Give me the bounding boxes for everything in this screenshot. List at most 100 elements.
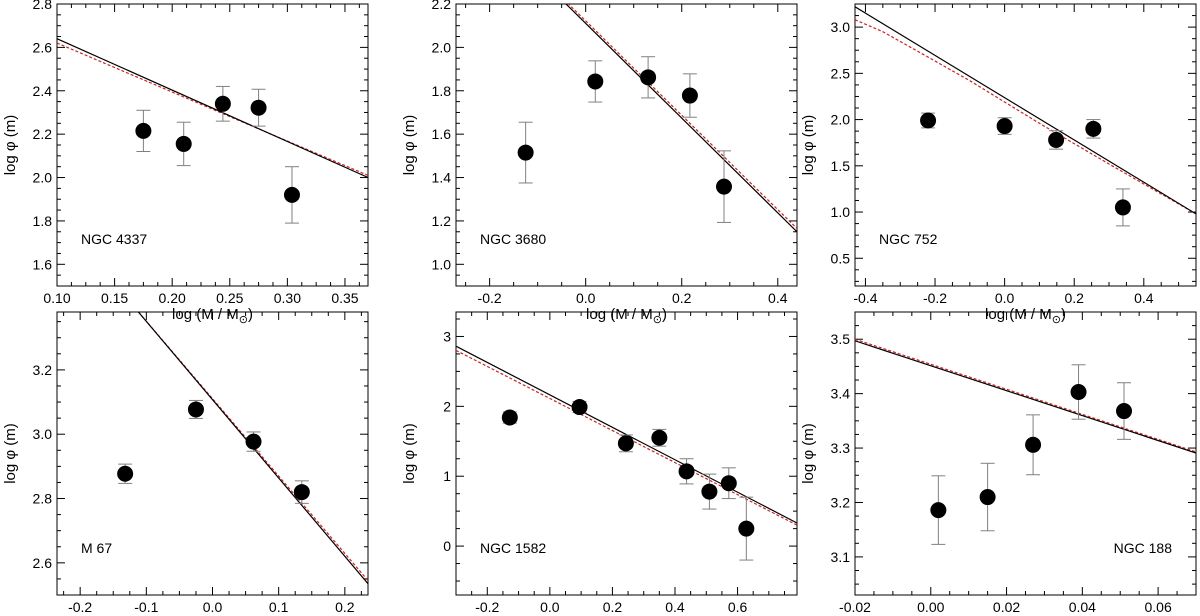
data-point: [517, 144, 534, 161]
fit-line-solid: [855, 6, 1196, 215]
data-point: [617, 435, 634, 452]
data-point: [1116, 403, 1133, 420]
y-tick-label: 0.5: [831, 250, 851, 266]
x-tick-label: 0.2: [672, 290, 692, 306]
fit-line-dashed: [57, 42, 368, 176]
y-tick-label: 1.6: [432, 126, 452, 142]
cluster-label: NGC 4337: [81, 231, 147, 247]
data-point: [501, 409, 518, 426]
data-point: [979, 489, 996, 506]
x-tick-label: -0.2: [923, 290, 947, 306]
panel-2: -0.2 0.0 0.2 0.4 1.0 1.2 1.4 1.6 1.8 2.0 2.2 log (M…: [401, 0, 798, 326]
fit-line-solid: [565, 4, 797, 233]
fit-lines: [565, 4, 797, 233]
data-point: [1085, 120, 1102, 137]
data-point: [678, 463, 695, 480]
y-tick-label: 2: [443, 398, 451, 414]
data-point: [701, 483, 718, 500]
y-axis-label: log φ (m): [800, 115, 817, 176]
x-tick-label: 0.2: [335, 599, 355, 615]
data-point: [1025, 436, 1042, 453]
data-point: [187, 401, 204, 418]
y-axis-label: log φ (m): [401, 423, 418, 484]
data-point: [587, 73, 604, 90]
y-tick-label: 1.6: [33, 256, 53, 272]
data-point: [1114, 199, 1131, 216]
data-point: [135, 122, 152, 139]
data-point: [293, 484, 310, 501]
x-tick-label: -0.2: [475, 599, 499, 615]
y-tick-label: 2.2: [33, 126, 53, 142]
x-tick-label: -0.2: [478, 290, 502, 306]
x-tick-label: 0.0: [203, 599, 223, 615]
y-tick-label: 3.3: [831, 440, 851, 456]
y-tick-label: 2.8: [33, 0, 53, 12]
fit-line-dashed: [567, 4, 797, 229]
panel-6: -0.02 0.00 0.02 0.04 0.06 3.1 3.2 3.3 3.4 3.5 log …: [800, 311, 1197, 616]
fit-line-dashed: [855, 19, 1196, 215]
x-tick-label: 0.6: [728, 599, 748, 615]
y-tick-label: 3.2: [831, 494, 851, 510]
x-tick-label: 0.4: [768, 290, 788, 306]
fit-lines: [57, 38, 368, 179]
x-tick-label: 0.4: [1134, 290, 1154, 306]
x-tick-label: 0.10: [43, 290, 70, 306]
data-point: [720, 475, 737, 492]
y-tick-label: 3.5: [831, 331, 851, 347]
data-point: [1048, 131, 1065, 148]
y-tick-label: 1.0: [831, 204, 851, 220]
plot-frame: [455, 311, 798, 596]
y-tick-label: 1.8: [432, 83, 452, 99]
fit-lines: [855, 6, 1196, 215]
x-tick-label: 0.2: [603, 599, 623, 615]
panel-1: 0.10 0.15 0.20 0.25 0.30 0.35 1.6 1.8 2.0 2.2 2.4 2…: [2, 0, 369, 326]
y-tick-label: 2.6: [33, 39, 53, 55]
y-tick-label: 1.0: [432, 256, 452, 272]
cluster-label: NGC 188: [1114, 540, 1173, 556]
x-tick-label: 0.06: [1144, 599, 1171, 615]
x-tick-label: -0.4: [853, 290, 877, 306]
cluster-label: NGC 1582: [480, 540, 546, 556]
x-tick-label: -0.1: [134, 599, 158, 615]
x-tick-label: 0.2: [1064, 290, 1084, 306]
x-axis-label: log (M / M⊙): [172, 306, 253, 326]
y-tick-label: 1: [443, 468, 451, 484]
data-point: [920, 112, 937, 129]
plot-frame: [854, 3, 1197, 287]
x-tick-label: 0.20: [159, 290, 186, 306]
y-tick-label: 2.0: [831, 112, 851, 128]
y-tick-label: 2.8: [33, 491, 53, 507]
x-tick-label: 0.00: [917, 599, 944, 615]
fit-line-dashed: [855, 338, 1196, 453]
y-tick-label: 0: [443, 538, 451, 554]
data-point: [117, 465, 134, 482]
y-axis-label: log φ (m): [800, 423, 817, 484]
cluster-label: M 67: [81, 540, 112, 556]
y-tick-label: 1.5: [831, 158, 851, 174]
x-tick-label: 0.35: [331, 290, 358, 306]
y-tick-label: 3.4: [831, 386, 851, 402]
cluster-label: NGC 3680: [480, 231, 546, 247]
y-tick-label: 3.2: [33, 362, 53, 378]
cluster-label: NGC 752: [879, 231, 938, 247]
data-point: [715, 178, 732, 195]
y-axis-label: log φ (m): [2, 115, 19, 176]
x-tick-label: 0.04: [1069, 599, 1096, 615]
fit-line-solid: [855, 340, 1196, 454]
data-point: [571, 399, 588, 416]
y-tick-label: 1.4: [432, 170, 452, 186]
x-axis-label: log (M / M⊙): [586, 306, 667, 326]
data-point: [1070, 384, 1087, 401]
y-tick-label: 2.2: [432, 0, 452, 12]
fit-line-solid: [57, 38, 368, 179]
data-point: [640, 69, 657, 86]
y-tick-label: 2.0: [33, 170, 53, 186]
data-point: [283, 186, 300, 203]
data-point: [996, 118, 1013, 135]
y-tick-label: 1.2: [432, 213, 452, 229]
data-point: [681, 87, 698, 104]
data-point: [250, 99, 267, 116]
x-tick-label: -0.02: [839, 599, 871, 615]
